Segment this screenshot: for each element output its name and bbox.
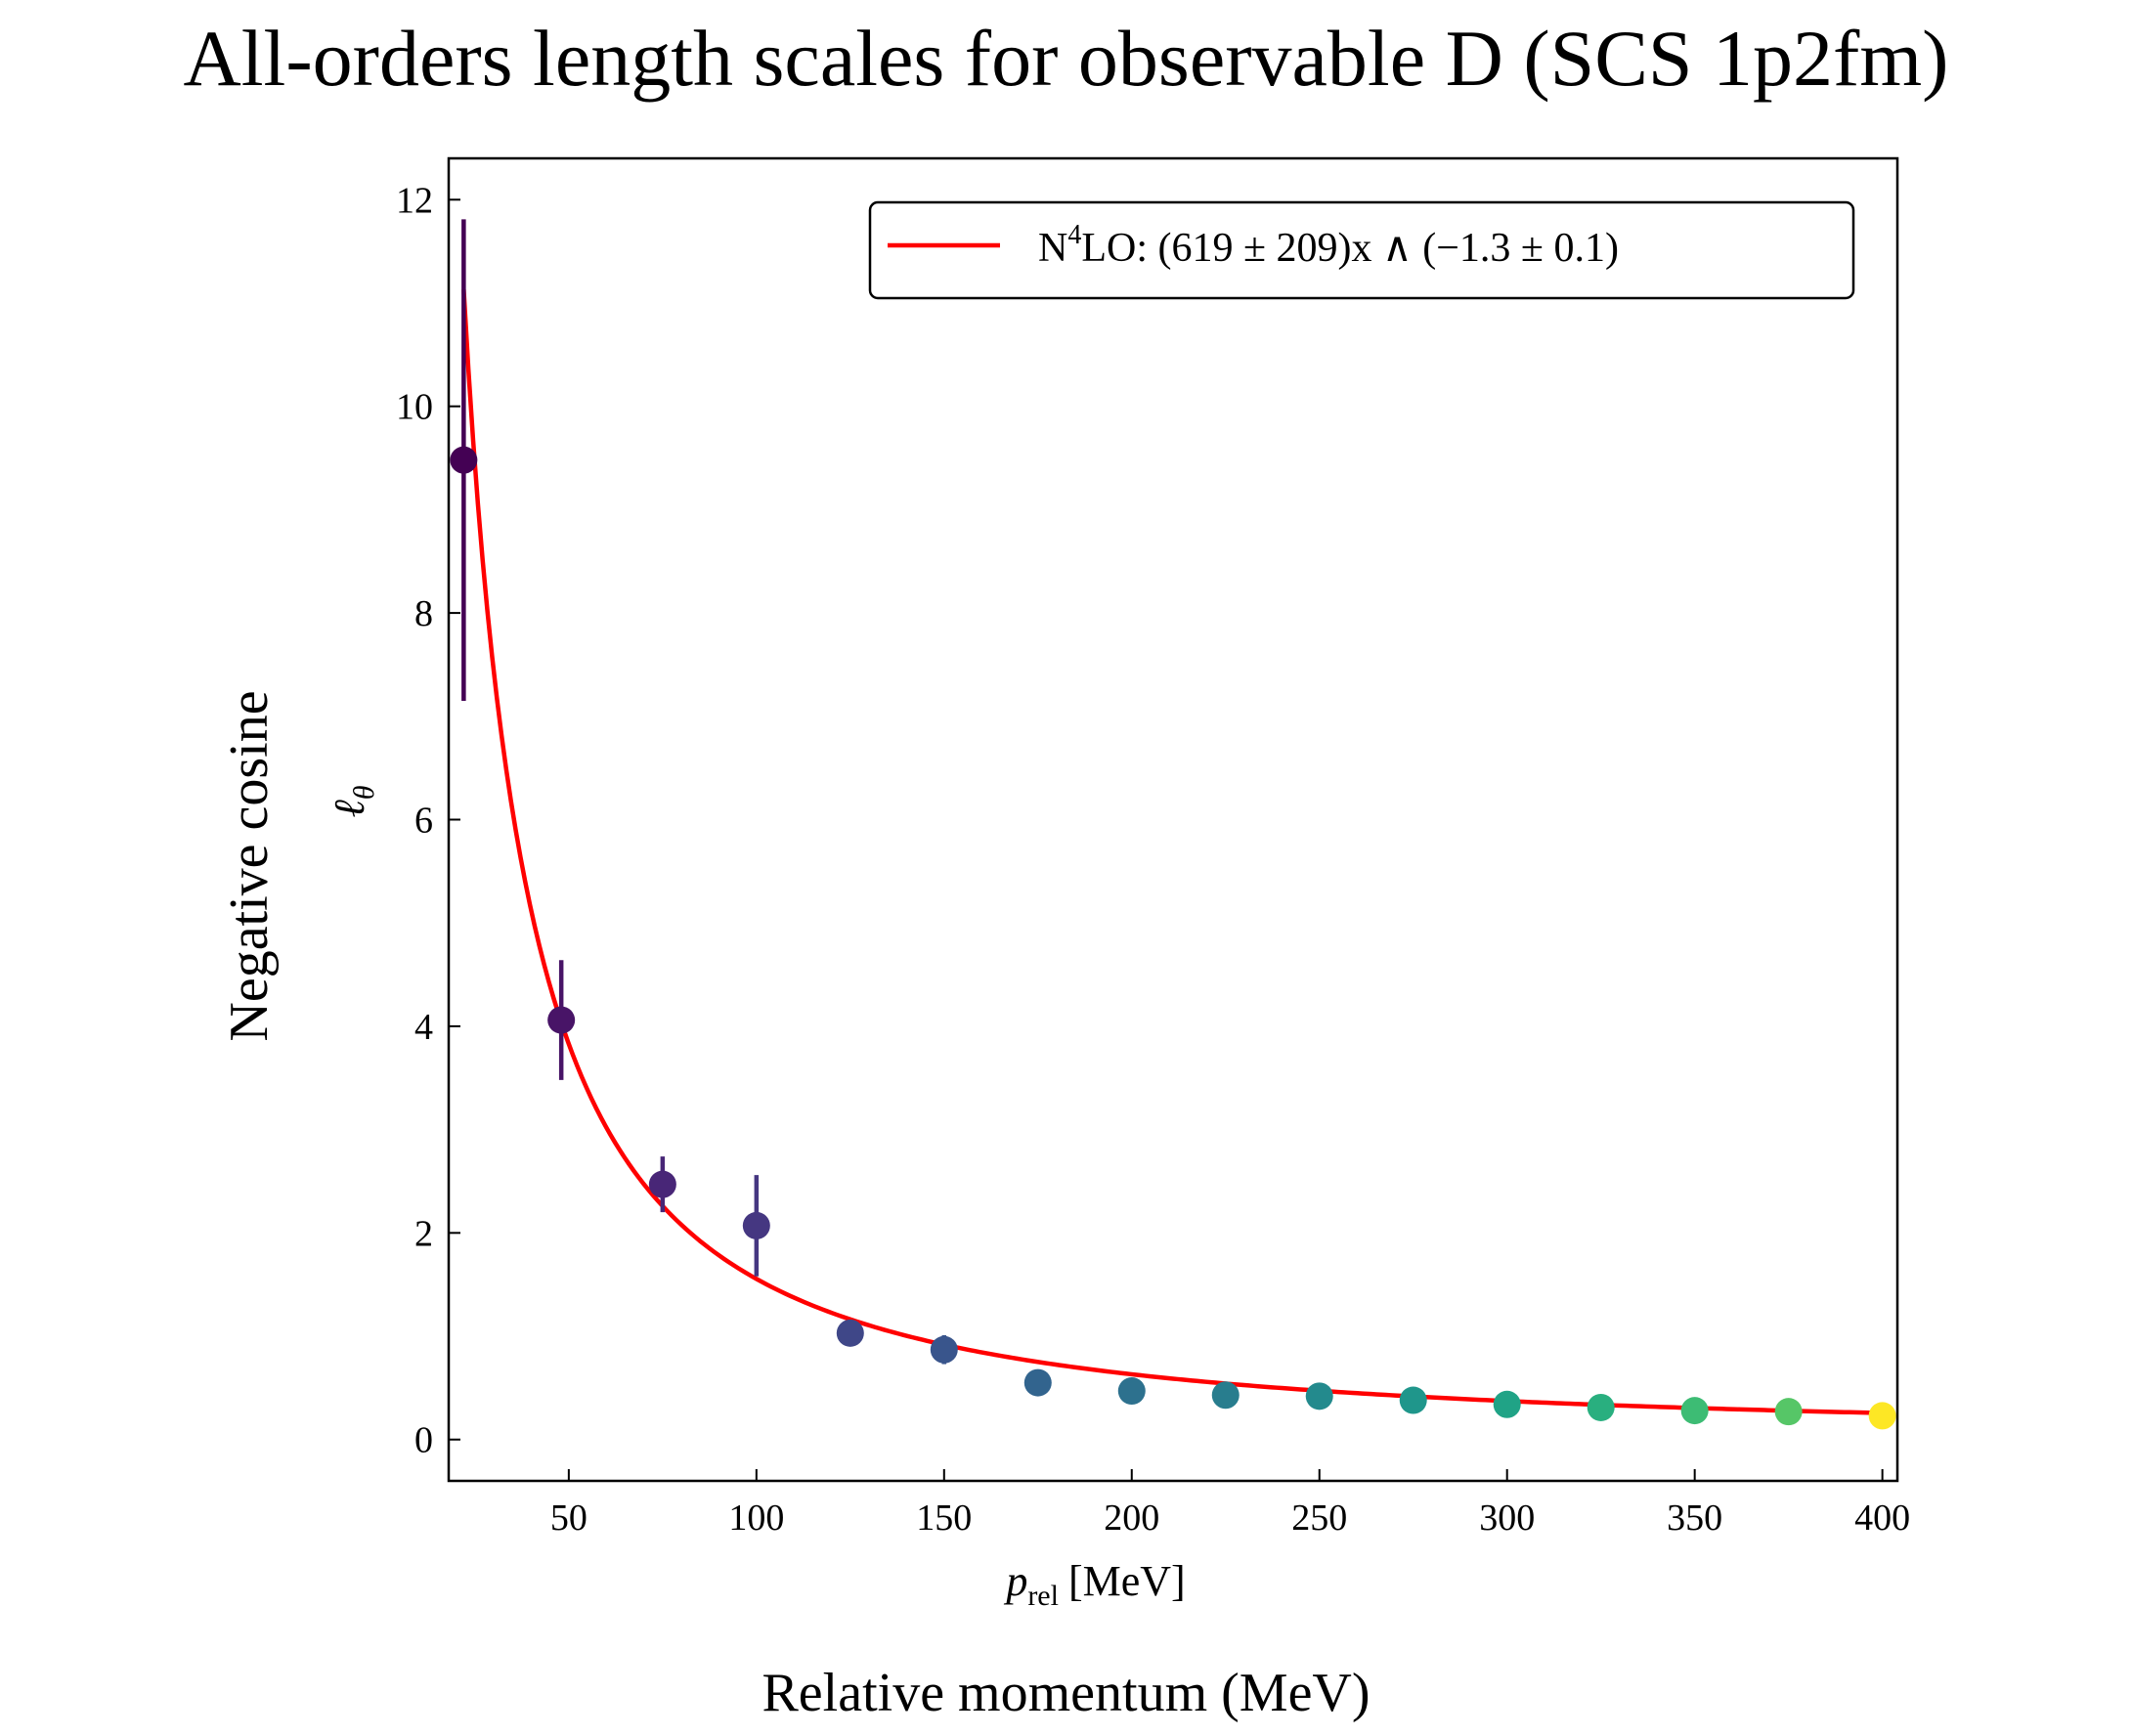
x-axis-label-main: p <box>1003 1557 1027 1605</box>
y-tick-label: 8 <box>414 593 433 634</box>
data-point <box>1305 1382 1333 1410</box>
data-point <box>1493 1390 1521 1418</box>
y-axis-label: ℓθ <box>326 785 380 817</box>
x-axis-label-unit: [MeV] <box>1068 1557 1186 1605</box>
x-tick-label: 200 <box>1104 1497 1159 1539</box>
y-axis-label-main: ℓ <box>326 800 373 818</box>
point-layer <box>450 446 1896 1430</box>
x-tick-label: 350 <box>1667 1497 1722 1539</box>
data-point <box>930 1335 958 1364</box>
y-tick-label: 12 <box>396 180 433 221</box>
y-tick-label: 6 <box>414 801 433 842</box>
y-tick-label: 0 <box>414 1420 433 1461</box>
legend-label-prefix: N <box>1038 226 1067 271</box>
x-tick-layer: 50 100 150 200 250 300 350 400 <box>550 1469 1910 1539</box>
data-point <box>1680 1397 1709 1425</box>
x-axis-label: prel [MeV] <box>1003 1557 1185 1612</box>
y-tick-label: 10 <box>396 387 433 428</box>
data-point <box>1868 1402 1896 1430</box>
x-tick-label: 400 <box>1854 1497 1910 1539</box>
outer-x-axis-label: Relative momentum (MeV) <box>761 1663 1371 1723</box>
x-tick-label: 100 <box>728 1497 784 1539</box>
y-tick-layer: 0 2 4 6 8 10 12 <box>396 180 460 1461</box>
data-point <box>1774 1398 1803 1426</box>
data-point <box>547 1006 576 1034</box>
data-point <box>1023 1368 1052 1397</box>
y-tick-label: 4 <box>414 1007 433 1048</box>
fit-curve <box>461 288 1883 1415</box>
x-tick-label: 50 <box>550 1497 587 1539</box>
data-point <box>742 1211 770 1239</box>
x-tick-label: 150 <box>916 1497 972 1539</box>
x-tick-label: 250 <box>1291 1497 1347 1539</box>
errorbar-layer <box>461 219 1885 1418</box>
legend-label: N4LO: (619 ± 209)x ∧ (−1.3 ± 0.1) <box>1038 220 1619 271</box>
plot-frame <box>447 156 1899 1483</box>
y-tick-label: 2 <box>414 1213 433 1254</box>
y-axis-label-sub: θ <box>348 785 380 800</box>
data-point <box>1587 1393 1615 1421</box>
x-axis-label-sub: rel <box>1027 1580 1059 1612</box>
legend: N4LO: (619 ± 209)x ∧ (−1.3 ± 0.1) <box>868 200 1855 300</box>
data-point <box>450 446 478 474</box>
data-point <box>648 1170 676 1198</box>
x-tick-label: 300 <box>1479 1497 1535 1539</box>
data-point <box>836 1319 864 1347</box>
figure-title: All-orders length scales for observable … <box>183 14 1949 103</box>
data-point <box>1211 1381 1240 1410</box>
legend-label-rest: LO: (619 ± 209)x ∧ (−1.3 ± 0.1) <box>1081 226 1619 271</box>
fit-layer <box>461 288 1883 1415</box>
data-point <box>1399 1386 1427 1414</box>
data-point <box>1117 1377 1146 1406</box>
legend-label-sup: 4 <box>1067 220 1081 250</box>
legend-box <box>868 200 1855 300</box>
